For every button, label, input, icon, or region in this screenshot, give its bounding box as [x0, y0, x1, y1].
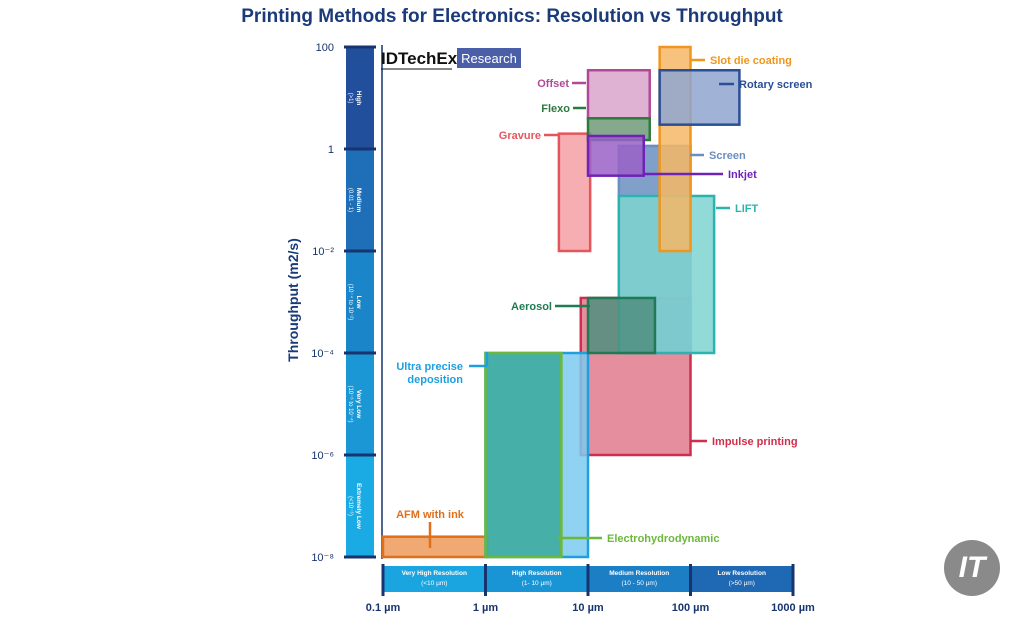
corner-logo — [944, 540, 1000, 596]
method-label: Slot die coating — [710, 55, 792, 67]
throughput-band-extremely-low — [346, 455, 374, 557]
throughput-band-axis: High(>1) Medium(0.01 - 1) Low(10⁻⁴ to 10⁻²… — [346, 47, 374, 557]
x-tick-label: 1000 µm — [771, 602, 815, 614]
throughput-band-high — [346, 47, 374, 149]
throughput-band-low — [346, 251, 374, 353]
y-axis-ticks: 100 1 10⁻² 10⁻⁴ 10⁻⁶ 10⁻⁸ — [311, 42, 376, 564]
y-tick-label: 100 — [316, 42, 334, 54]
method-label: Impulse printing — [712, 436, 798, 448]
resolution-band-name: Very High Resolution — [402, 570, 467, 577]
resolution-band-range: (>50 µm) — [729, 580, 755, 587]
throughput-band-very-low — [346, 353, 374, 455]
corner-logo-mark: IT — [958, 551, 986, 584]
method-label: Gravure — [499, 130, 541, 142]
x-tick-label: 0.1 µm — [366, 602, 401, 614]
y-tick-label: 10⁻⁸ — [311, 552, 334, 564]
x-tick-label: 100 µm — [672, 602, 710, 614]
idtechex-brand: IDTechEx — [381, 49, 458, 68]
throughput-band-range: (>1) — [347, 93, 353, 104]
throughput-band-name: Very Low — [355, 390, 362, 419]
chart-title: Printing Methods for Electronics: Resolu… — [241, 6, 783, 27]
y-axis-label: Throughput (m2/s) — [285, 238, 301, 362]
x-axis-ticks: 0.1 µm 1 µm 10 µm 100 µm 1000 µm — [366, 564, 815, 614]
method-box-offset — [586, 69, 651, 120]
throughput-band-range: (10⁻⁶ to 10⁻⁴) — [347, 385, 354, 422]
x-tick-label: 1 µm — [473, 602, 499, 614]
method-label: AFM with ink — [396, 509, 465, 521]
throughput-band-range: (0.01 - 1) — [347, 188, 353, 212]
throughput-band-range: (<10⁻⁶) — [347, 496, 354, 516]
y-tick-label: 1 — [328, 144, 334, 156]
throughput-band-name: Medium — [355, 188, 362, 213]
method-labels: AFM with ink Impulse printing Ultra precis… — [396, 55, 813, 545]
x-tick-label: 10 µm — [572, 602, 604, 614]
throughput-band-label-group: Extremely Low(<10⁻⁶) — [347, 483, 362, 530]
method-label: Aerosol — [511, 301, 552, 313]
throughput-band-label-group: High(>1) — [347, 91, 362, 105]
y-tick-label: 10⁻⁴ — [311, 348, 334, 360]
method-label: Rotary screen — [739, 79, 813, 91]
method-box-gravure — [557, 132, 592, 253]
resolution-band-range: (1- 10 µm) — [522, 580, 552, 587]
resolution-band-range: (<10 µm) — [421, 580, 447, 587]
throughput-band-label-group: Very Low(10⁻⁶ to 10⁻⁴) — [347, 385, 362, 422]
method-label: Screen — [709, 150, 746, 162]
throughput-band-name: High — [355, 91, 362, 105]
resolution-band-high-resolution — [485, 566, 588, 592]
method-label: Flexo — [541, 103, 570, 115]
resolution-band-name: Medium Resolution — [609, 570, 669, 577]
resolution-band-very-high-resolution — [383, 566, 486, 592]
resolution-band-name: High Resolution — [512, 570, 562, 577]
resolution-band-name: Low Resolution — [718, 570, 766, 577]
resolution-band-axis: Very High Resolution (<10 µm) High Resolut… — [383, 566, 793, 592]
resolution-band-low-resolution — [690, 566, 793, 592]
y-tick-label: 10⁻² — [312, 246, 334, 258]
method-label: LIFT — [735, 203, 758, 215]
method-label: Offset — [537, 78, 569, 90]
method-box-inkjet — [586, 134, 646, 177]
method-label: Ultra precise deposition — [396, 361, 463, 386]
method-box-afm-with-ink — [381, 535, 489, 559]
idtechex-research: Research — [461, 51, 517, 66]
throughput-band-range: (10⁻⁴ to 10⁻²) — [347, 284, 354, 321]
throughput-band-name: Low — [355, 296, 362, 310]
method-boxes — [381, 45, 741, 559]
method-box-rotary-screen — [658, 69, 741, 126]
throughput-band-medium — [346, 149, 374, 251]
throughput-band-name: Extremely Low — [355, 483, 362, 530]
y-tick-label: 10⁻⁶ — [311, 450, 334, 462]
throughput-band-label-group: Low(10⁻⁴ to 10⁻²) — [347, 284, 362, 321]
resolution-band-range: (10 - 50 µm) — [621, 580, 657, 587]
method-label: Electrohydrodynamic — [607, 533, 719, 545]
label-leaders — [428, 58, 734, 548]
method-label: Inkjet — [728, 169, 757, 181]
idtechex-logo: IDTechEx Research — [381, 48, 521, 70]
method-box-aerosol — [586, 296, 657, 355]
resolution-band-medium-resolution — [588, 566, 691, 592]
method-box-electrohydrodynamic — [484, 351, 563, 559]
throughput-band-label-group: Medium(0.01 - 1) — [347, 188, 362, 213]
